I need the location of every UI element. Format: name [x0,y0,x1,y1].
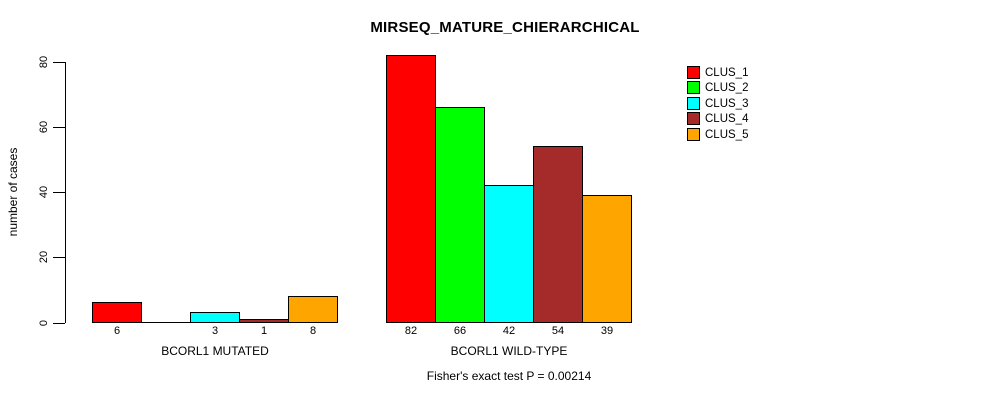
legend-item-clus_4: CLUS_4 [687,112,748,125]
bar-value-label: 3 [211,325,219,337]
y-axis-tick [53,257,65,258]
legend-item-clus_5: CLUS_5 [687,128,748,141]
legend-swatch-icon [687,97,700,110]
legend-label: CLUS_5 [705,128,749,141]
y-axis-title: number of cases [6,147,20,237]
legend-item-clus_2: CLUS_2 [687,81,748,94]
bar-clus_1-wild-type [386,55,436,323]
bar-clus_3-wild-type [484,185,534,323]
legend-swatch-icon [687,112,700,125]
bar-value-label: 42 [502,325,516,337]
y-axis-tick [53,192,65,193]
chart-title: MIRSEQ_MATURE_CHIERARCHICAL [370,19,640,36]
y-axis-tick [53,127,65,128]
legend-label: CLUS_4 [705,112,749,125]
bar-clus_3-mutated [190,312,240,323]
legend-swatch-icon [687,66,700,79]
bar-clus_4-mutated [239,319,289,323]
y-axis-tick [53,62,65,63]
bar-value-label: 82 [404,325,418,337]
legend-label: CLUS_2 [705,81,749,94]
group-label-mutated: BCORL1 MUTATED [161,344,269,358]
footnote-text: Fisher's exact test P = 0.00214 [426,369,592,383]
legend-label: CLUS_1 [705,66,749,79]
legend-swatch-icon [687,81,700,94]
bar-clus_4-wild-type [533,146,583,323]
bar-value-label: 66 [453,325,467,337]
y-axis-tick [53,323,65,324]
bar-clus_1-mutated [92,302,142,323]
bar-value-label: 54 [551,325,565,337]
y-axis-tick-label: 80 [38,55,50,69]
bar-clus_5-mutated [288,296,338,323]
group-label-wild-type: BCORL1 WILD-TYPE [450,344,568,358]
legend-item-clus_1: CLUS_1 [687,66,748,79]
bar-value-label: 1 [260,325,268,337]
bar-clus_2-wild-type [435,107,485,323]
bar-value-label: 6 [113,325,121,337]
bar-clus_5-wild-type [582,195,632,323]
legend-item-clus_3: CLUS_3 [687,97,748,110]
bar-clus_2-mutated [141,322,191,323]
bar-value-label: 39 [600,325,614,337]
y-axis-tick-label: 60 [38,120,50,134]
bar-value-label: 8 [309,325,317,337]
legend-label: CLUS_3 [705,97,749,110]
legend-swatch-icon [687,128,700,141]
y-axis-tick-label: 40 [38,185,50,199]
y-axis-tick-label: 20 [38,250,50,264]
y-axis-line [65,62,66,323]
y-axis-tick-label: 0 [38,319,50,327]
